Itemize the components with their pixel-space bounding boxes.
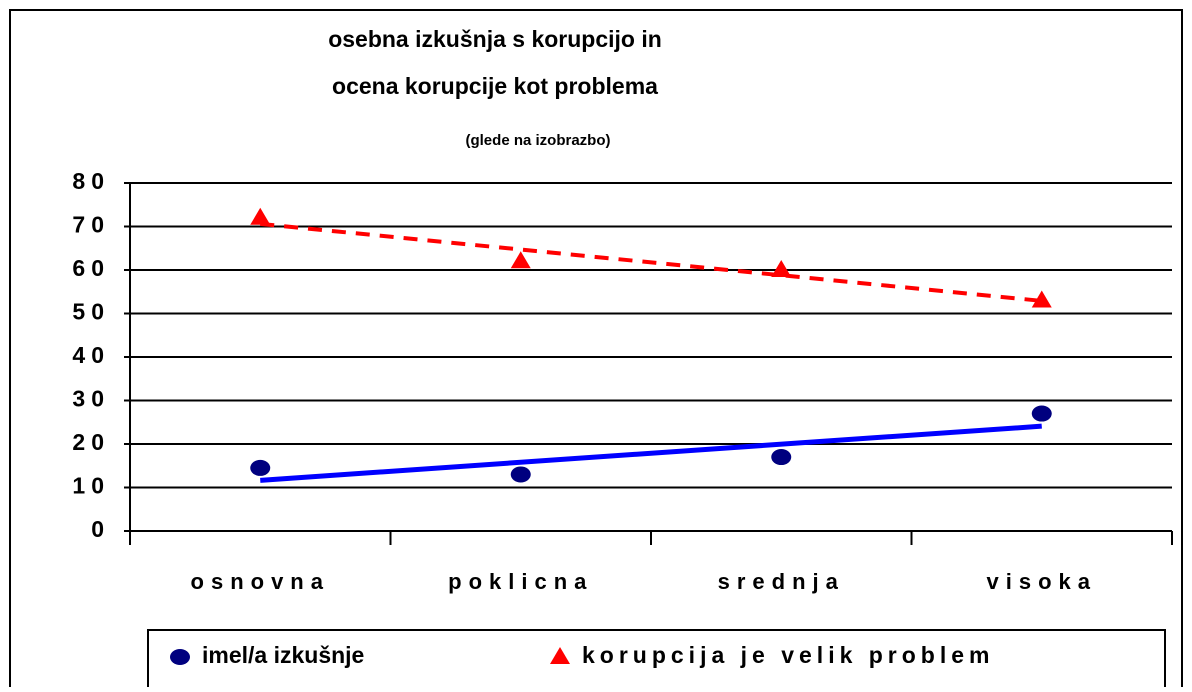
triangle-marker — [250, 207, 271, 225]
circle-marker — [170, 649, 190, 665]
y-tick-label: 70 — [72, 212, 110, 238]
legend-box — [147, 629, 1166, 691]
circle-marker — [1031, 405, 1052, 422]
trendline — [260, 221, 1042, 303]
chart-subtitle: (glede na izobrazbo) — [465, 132, 610, 149]
x-tick-label: osnovna — [191, 569, 330, 594]
x-tick-label: srednja — [718, 569, 845, 594]
triangle-marker — [550, 647, 570, 664]
legend-label: imel/a izkušnje — [202, 642, 364, 668]
y-tick-label: 20 — [72, 429, 110, 455]
y-tick-label: 40 — [72, 342, 110, 368]
y-tick-label: 50 — [72, 299, 110, 325]
trendline — [260, 423, 1042, 483]
circle-marker — [250, 459, 271, 476]
chart-title: ocena korupcije kot problema — [332, 73, 658, 99]
circle-marker — [510, 466, 531, 483]
chart-border — [9, 9, 1183, 691]
y-tick-label: 10 — [72, 473, 110, 499]
y-tick-label: 0 — [91, 516, 110, 542]
x-tick-label: poklicna — [448, 569, 593, 594]
circle-marker — [771, 449, 792, 466]
chart-title: osebna izkušnja s korupcijo in — [328, 26, 662, 52]
y-tick-label: 80 — [72, 168, 110, 194]
triangle-marker — [1031, 290, 1052, 308]
x-tick-label: visoka — [987, 569, 1098, 594]
y-tick-label: 30 — [72, 386, 110, 412]
triangle-marker — [771, 260, 792, 277]
legend-label: korupcija je velik problem — [582, 642, 995, 668]
y-tick-label: 60 — [72, 255, 110, 281]
triangle-marker — [510, 251, 531, 269]
